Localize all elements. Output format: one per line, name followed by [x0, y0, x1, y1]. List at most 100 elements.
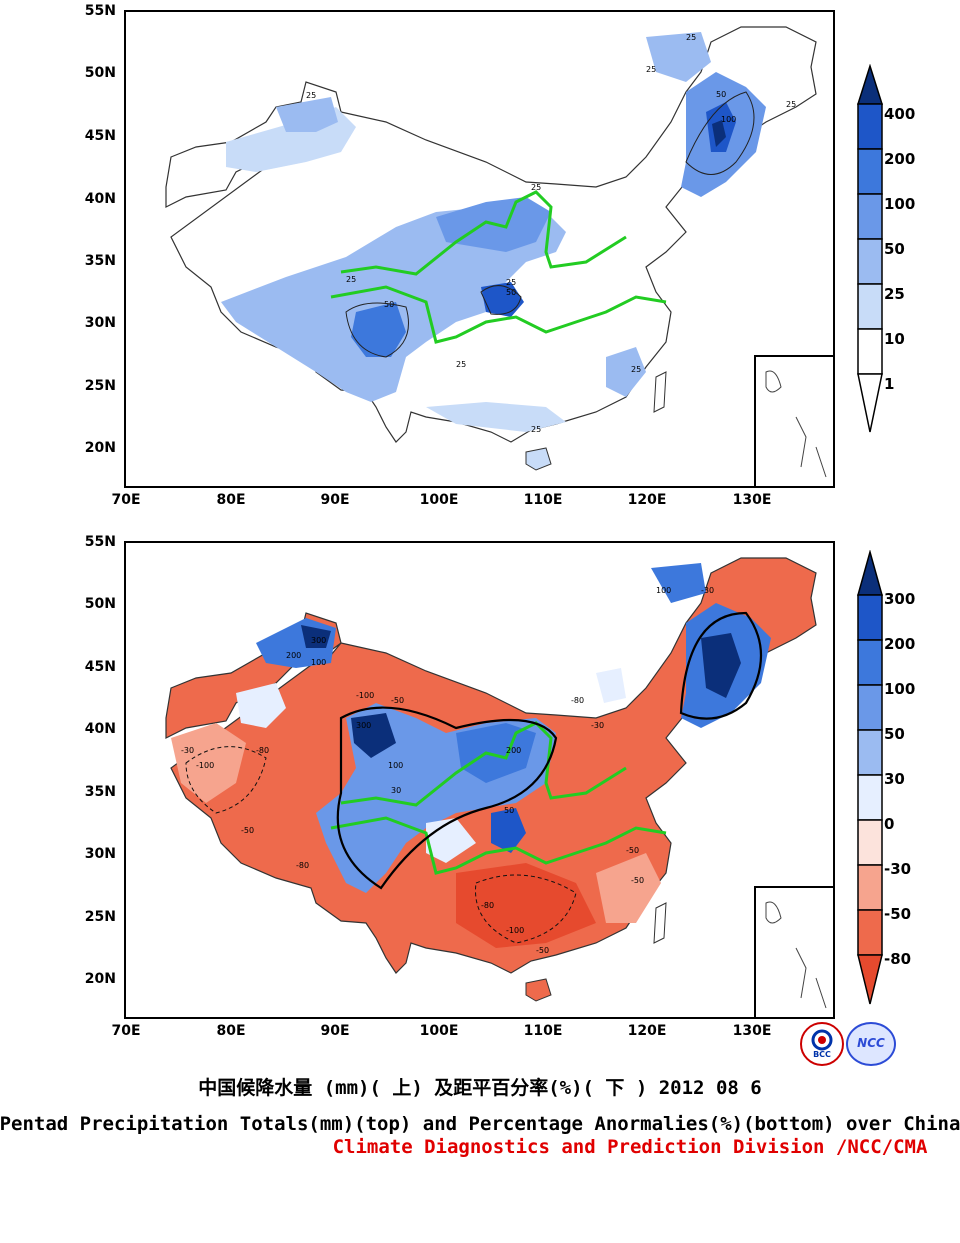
bottom-lon-label-100: 100E — [419, 1023, 459, 1039]
top-contour-label: 25 — [456, 360, 466, 369]
bottom-contour-label: 100 — [311, 658, 326, 667]
top-contour-label: 25 — [631, 365, 641, 374]
bottom-contour-line — [185, 746, 267, 814]
top-lat-label-25: 25N — [84, 378, 116, 394]
top-contour-label: 25 — [531, 425, 541, 434]
top-map-frame: 25 25 25 25 50 100 50 25 25 50 25 25 25 … — [124, 10, 835, 488]
bottom-lat-label-30: 30N — [84, 846, 116, 862]
bottom-lon-label-90: 90E — [320, 1023, 350, 1039]
bottom-shade-inner-mongolia — [596, 668, 626, 703]
bcc-logo: BCC — [800, 1022, 844, 1066]
bottom-hainan — [525, 978, 552, 1002]
top-colorbar-label-200: 200 — [884, 150, 916, 168]
top-contour-label: 25 — [531, 183, 541, 192]
top-lon-label-130: 130E — [732, 492, 772, 508]
bottom-contour-label: -30 — [591, 721, 604, 730]
bottom-shade-far-ne — [651, 563, 706, 603]
bottom-lat-label-35: 35N — [84, 784, 116, 800]
top-lat-label-40: 40N — [84, 191, 116, 207]
bottom-contour-label: 200 — [286, 651, 301, 660]
bottom-shade-loess-blue — [456, 723, 536, 783]
ncc-logo-text: NCC — [857, 1036, 885, 1050]
bottom-anomaly-map: 100 -30 300 200 100 -100 -50 -80 -30 -50… — [165, 557, 817, 1002]
caption-division: Climate Diagnostics and Prediction Divis… — [332, 1136, 928, 1158]
top-contour-label: 50 — [384, 300, 394, 309]
bottom-contour-label: 200 — [506, 746, 521, 755]
bottom-lat-label-40: 40N — [84, 721, 116, 737]
top-contour-label: 25 — [786, 100, 796, 109]
top-colorbar-label-100: 100 — [884, 195, 916, 213]
top-yellow-river — [340, 190, 627, 276]
bottom-colorbar-label-minus50: -50 — [884, 905, 912, 923]
top-lat-label-55: 55N — [84, 3, 116, 19]
bottom-south-china-sea-inset — [754, 886, 833, 1017]
bottom-colorbar-label-minus30: -30 — [884, 860, 912, 878]
top-contour-line — [480, 285, 522, 315]
bottom-lat-label-50: 50N — [84, 596, 116, 612]
top-contour-label: 50 — [506, 288, 516, 297]
top-hainan — [525, 447, 552, 471]
top-shade-ne-max — [712, 120, 726, 147]
top-shade-50-tibet — [351, 302, 406, 357]
bottom-colorbar — [857, 550, 883, 1005]
bcc-logo-icon — [811, 1029, 833, 1051]
bottom-colorbar-label-50: 50 — [884, 725, 905, 743]
bottom-colorbar-label-200: 200 — [884, 635, 916, 653]
top-lon-label-100: 100E — [419, 492, 459, 508]
bottom-contour-label: -50 — [241, 826, 254, 835]
bottom-contour-line — [679, 611, 762, 720]
bottom-shade-altai-max — [301, 625, 331, 648]
bottom-contour-label: -100 — [506, 926, 524, 935]
top-lon-label-120: 120E — [627, 492, 667, 508]
bottom-contour-label: 100 — [656, 586, 671, 595]
bottom-contour-label: 50 — [504, 806, 514, 815]
bottom-lat-label-25: 25N — [84, 909, 116, 925]
top-contour-line — [685, 91, 755, 175]
top-contour-label: 25 — [506, 278, 516, 287]
bottom-colorbar-label-minus80: -80 — [884, 950, 912, 968]
top-colorbar — [856, 64, 884, 433]
caption-english: Pentad Precipitation Totals(mm)(top) and… — [0, 1113, 960, 1135]
top-lat-label-50: 50N — [84, 65, 116, 81]
bottom-taiwan — [653, 902, 667, 944]
top-contour-label: 25 — [346, 275, 356, 284]
top-lat-label-35: 35N — [84, 253, 116, 269]
top-shade-south-coast — [426, 402, 566, 432]
bottom-lat-label-20: 20N — [84, 971, 116, 987]
bottom-lon-label-80: 80E — [216, 1023, 246, 1039]
bottom-shade-tarim-white — [236, 683, 286, 728]
bottom-contour-label: -30 — [701, 586, 714, 595]
bottom-yellow-river — [340, 721, 627, 807]
bottom-lon-label-130: 130E — [732, 1023, 772, 1039]
top-lon-label-70: 70E — [111, 492, 141, 508]
bottom-yangtze-river — [330, 816, 667, 875]
top-colorbar-label-400: 400 — [884, 105, 916, 123]
bottom-colorbar-label-0: 0 — [884, 815, 895, 833]
bottom-contour-label: -80 — [296, 861, 309, 870]
top-contour-label: 25 — [306, 91, 316, 100]
bottom-contour-label: -80 — [256, 746, 269, 755]
bottom-colorbar-label-30: 30 — [884, 770, 905, 788]
bottom-contour-label: -50 — [631, 876, 644, 885]
bottom-contour-label: 300 — [356, 721, 371, 730]
bottom-lat-label-55: 55N — [84, 534, 116, 550]
bottom-map-frame: 100 -30 300 200 100 -100 -50 -80 -30 -50… — [124, 541, 835, 1019]
bottom-contour-label: -80 — [571, 696, 584, 705]
bottom-contour-label: 100 — [388, 761, 403, 770]
bottom-lat-label-45: 45N — [84, 659, 116, 675]
top-south-china-sea-inset — [754, 355, 833, 486]
top-lon-label-80: 80E — [216, 492, 246, 508]
top-contour-label: 100 — [721, 115, 736, 124]
bottom-lon-label-70: 70E — [111, 1023, 141, 1039]
bottom-contour-line — [475, 874, 577, 944]
top-precipitation-map: 25 25 25 25 50 100 50 25 25 50 25 25 25 … — [165, 26, 817, 471]
top-lat-label-45: 45N — [84, 128, 116, 144]
bottom-shade-southeast-light — [596, 853, 661, 923]
bottom-contour-label: -50 — [536, 946, 549, 955]
bottom-lon-label-120: 120E — [627, 1023, 667, 1039]
top-taiwan — [653, 371, 667, 413]
top-yangtze-river — [330, 285, 667, 344]
bottom-contour-label: -30 — [181, 746, 194, 755]
top-contour-label: 50 — [716, 90, 726, 99]
bottom-colorbar-label-300: 300 — [884, 590, 916, 608]
